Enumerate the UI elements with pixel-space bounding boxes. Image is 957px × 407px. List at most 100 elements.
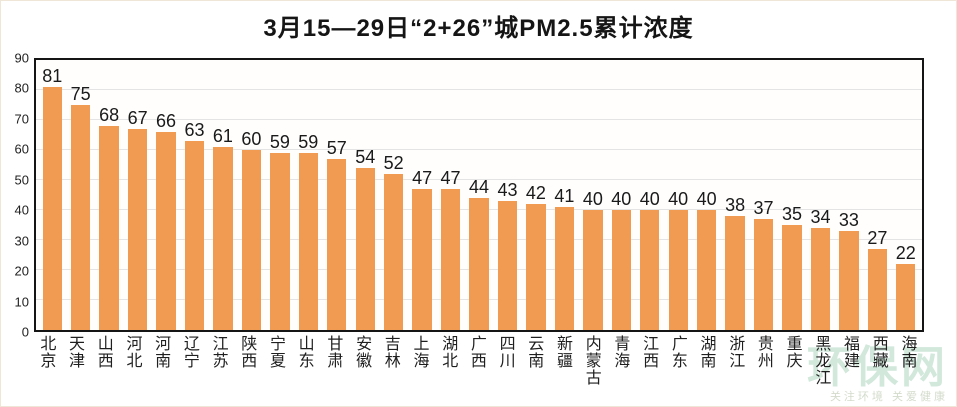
bar-column: 40 [607,60,635,330]
bar [469,198,489,330]
bar-value-label: 44 [469,177,490,197]
bar-column: 47 [408,60,436,330]
bar [99,126,119,330]
gridline [36,89,922,90]
bar [270,153,290,330]
bar-value-label: 75 [70,84,91,105]
bar-column: 59 [294,60,322,330]
bar [156,132,176,330]
x-tick-label: 四川 [499,336,516,370]
bar-column: 43 [493,60,521,330]
x-tick-label: 新疆 [557,336,574,370]
bar-value-label: 59 [298,132,319,152]
bar-column: 40 [664,60,692,330]
x-tick-label: 山东 [298,336,315,370]
x-axis: 北京天津山西河北河南辽宁江苏陕西宁夏山东甘肃安徽吉林上海湖北广西四川云南新疆内蒙… [34,336,924,387]
bar [554,207,575,330]
bar-value-label: 38 [725,195,746,216]
bar-column: 27 [863,60,891,330]
bar [184,141,205,330]
bar-column: 61 [209,60,237,330]
bar-column: 60 [237,60,265,330]
bar [497,201,518,330]
x-tick-label: 江西 [643,336,660,370]
bar [583,210,603,330]
bar-value-label: 47 [412,168,433,189]
x-tick-label: 云南 [528,336,545,370]
bar-value-label: 43 [497,180,518,200]
bar [355,168,375,330]
bar-value-label: 66 [156,111,177,132]
x-tick-label: 上海 [413,336,430,370]
bar-column: 38 [721,60,749,330]
bar [668,210,688,330]
bar [42,87,62,330]
bar-column: 37 [749,60,777,330]
bar [526,204,546,330]
x-tick-label: 江苏 [212,336,229,370]
bar [241,150,262,330]
x-tick-label: 河北 [126,336,143,370]
gridline [36,119,922,120]
x-tick-label: 陕西 [241,336,258,370]
bar-column: 52 [379,60,407,330]
bar-value-label: 37 [753,198,774,219]
bar [440,189,461,330]
bar-column: 22 [892,60,920,330]
bar-column: 35 [778,60,806,330]
bar [640,210,660,330]
y-axis: 0 10 20 30 40 50 60 70 80 90 [1,52,29,339]
bar-column: 68 [95,60,123,330]
x-tick-label: 重庆 [786,336,803,370]
x-tick-label: 山西 [97,336,114,370]
x-tick-label: 天津 [69,336,86,370]
bar-value-label: 60 [241,129,262,149]
bar [725,216,745,330]
bar [810,228,831,330]
bar-column: 40 [692,60,720,330]
x-tick-label: 甘肃 [327,336,344,370]
bar [753,219,774,330]
bar [298,153,318,330]
bar-value-label: 57 [326,138,347,159]
x-tick-label: 贵州 [757,336,774,370]
bar-value-label: 52 [383,153,404,173]
bar [327,159,347,330]
bar-value-label: 40 [696,189,717,210]
bar [412,189,432,330]
watermark-tagline: 关注环境 关爱健康 [829,391,948,403]
bar-value-label: 68 [99,105,120,125]
y-tick-label: 10 [14,294,29,310]
y-tick-label: 80 [14,80,29,96]
bar-value-label: 22 [895,243,916,264]
bar-column: 66 [152,60,180,330]
bar-column: 81 [38,60,66,330]
gridline [36,149,922,150]
bar-column: 67 [123,60,151,330]
bar-column: 40 [636,60,664,330]
bar-value-label: 40 [611,189,632,210]
x-tick-label: 吉林 [384,336,401,370]
bar-value-label: 81 [42,66,63,86]
x-tick-label: 湖南 [700,336,717,370]
x-tick-label: 广西 [470,336,487,370]
bar [839,231,859,330]
bar-value-label: 41 [554,186,575,206]
bar-value-label: 33 [838,210,859,230]
bar-series: 81 75 68 67 66 63 61 60 59 59 57 54 52 47 47 44 43 42 41 40… [36,60,922,330]
bar-value-label: 54 [355,147,376,167]
y-tick-label: 60 [14,141,29,157]
bar [611,210,631,330]
bar-value-label: 40 [668,189,689,210]
bar-column: 54 [351,60,379,330]
bar-column: 40 [579,60,607,330]
bar-value-label: 34 [810,207,831,227]
bar-value-label: 67 [127,108,148,129]
bar-value-label: 61 [212,126,233,146]
bar-value-label: 35 [781,204,803,224]
bar-column: 44 [465,60,493,330]
x-tick-label: 河南 [155,336,172,370]
bar [71,105,91,330]
bar-column: 57 [323,60,351,330]
x-tick-label: 辽宁 [183,336,200,370]
